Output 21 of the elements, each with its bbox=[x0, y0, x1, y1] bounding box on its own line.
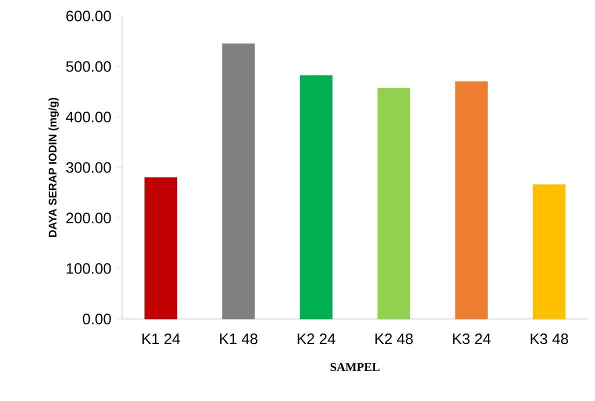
bar bbox=[300, 75, 332, 320]
x-tick-label: K2 24 bbox=[298, 334, 336, 344]
y-tick-label: 600.00 bbox=[66, 10, 111, 22]
y-axis-title: DAYA SERAP IODIN (mg/g) bbox=[48, 98, 59, 237]
y-tick-label: 0.00 bbox=[82, 314, 111, 324]
bar bbox=[378, 88, 410, 320]
bar bbox=[532, 184, 566, 320]
y-tick-label: 300.00 bbox=[66, 162, 111, 173]
x-tick-label: K2 48 bbox=[375, 334, 413, 344]
x-tick-label: K1 24 bbox=[142, 334, 180, 344]
y-tick-label: 200.00 bbox=[66, 212, 111, 224]
x-axis-title: SAMPEL bbox=[330, 363, 380, 372]
bar bbox=[222, 43, 255, 320]
x-tick-label: K1 48 bbox=[220, 334, 258, 344]
bar bbox=[455, 81, 488, 320]
x-tick-label: K3 24 bbox=[453, 334, 491, 344]
y-tick-label: 400.00 bbox=[66, 112, 111, 122]
y-tick-label: 100.00 bbox=[66, 263, 111, 274]
y-tick-label: 500.00 bbox=[66, 61, 111, 72]
bar bbox=[144, 177, 178, 320]
x-tick-label: K3 48 bbox=[530, 334, 568, 344]
